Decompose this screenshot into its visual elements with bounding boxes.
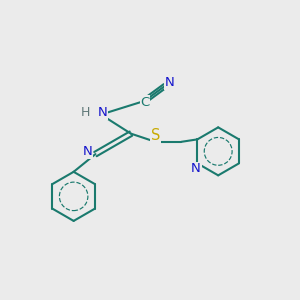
Text: S: S [151, 128, 160, 143]
Text: C: C [140, 96, 150, 109]
Text: H: H [81, 106, 91, 119]
Text: N: N [98, 106, 107, 119]
Text: N: N [165, 76, 175, 89]
Text: N: N [191, 162, 201, 175]
Text: N: N [83, 145, 93, 158]
